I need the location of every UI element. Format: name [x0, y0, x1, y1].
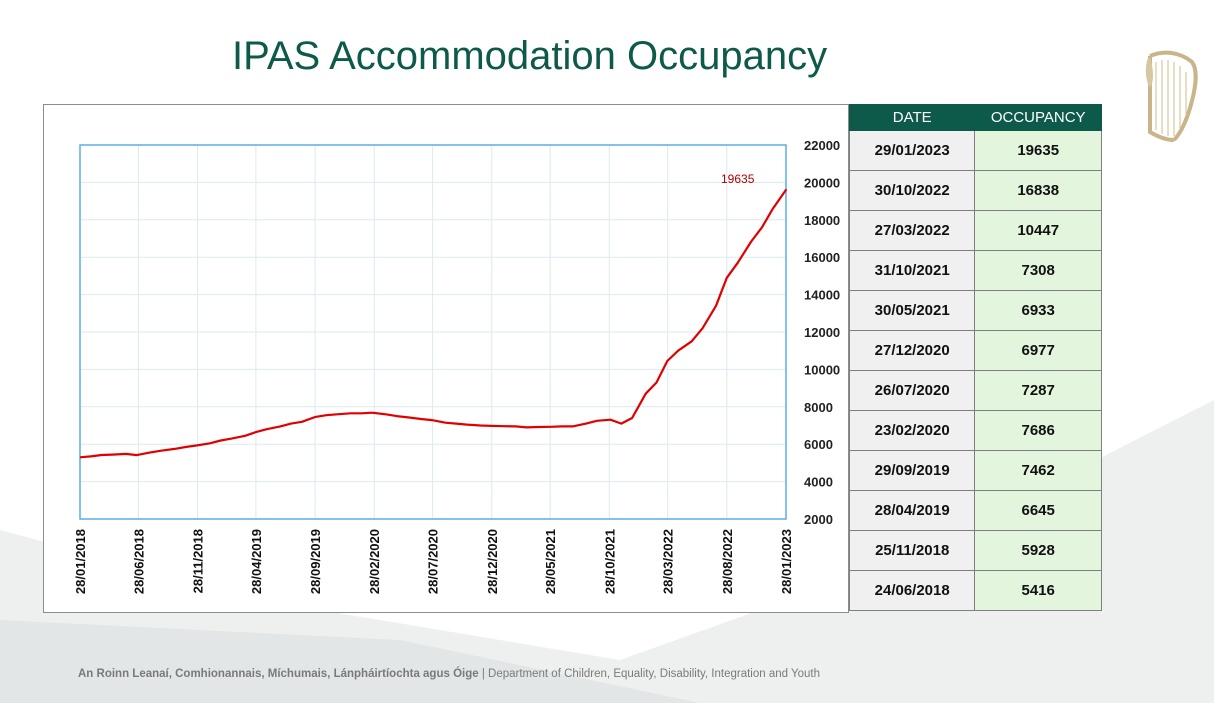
x-tick-label: 28/03/2022	[661, 529, 676, 594]
occupancy-cell: 7462	[974, 450, 1102, 491]
table-row: 26/07/2020 7287	[848, 370, 1102, 411]
date-column-header: DATE	[848, 104, 976, 131]
plot-area-border	[79, 144, 787, 520]
date-cell: 25/11/2018	[848, 530, 976, 571]
x-tick-label: 28/02/2020	[367, 529, 382, 594]
date-cell: 29/01/2023	[848, 130, 976, 171]
date-cell: 28/04/2019	[848, 490, 976, 531]
table-header-row: DATE OCCUPANCY	[848, 104, 1102, 131]
y-tick-label: 2000	[804, 512, 833, 527]
x-tick-label: 28/07/2020	[426, 529, 441, 594]
x-tick-label: 28/12/2020	[485, 529, 500, 594]
table-row: 30/05/2021 6933	[848, 290, 1102, 331]
table-row: 23/02/2020 7686	[848, 410, 1102, 451]
x-tick-label: 28/06/2018	[131, 529, 146, 594]
page-title: IPAS Accommodation Occupancy	[232, 34, 828, 78]
x-tick-label: 28/11/2018	[191, 529, 206, 593]
date-cell: 26/07/2020	[848, 370, 976, 411]
harp-emblem-icon	[1145, 50, 1198, 142]
occupancy-cell: 10447	[974, 210, 1102, 251]
occupancy-table: DATE OCCUPANCY 29/01/2023 19635 30/10/202…	[848, 104, 1102, 611]
y-tick-label: 4000	[804, 475, 833, 490]
table-row: 30/10/2022 16838	[848, 170, 1102, 211]
y-tick-label: 22000	[804, 138, 840, 153]
x-tick-label: 28/09/2019	[308, 529, 323, 594]
occupancy-cell: 7308	[974, 250, 1102, 291]
occupancy-cell: 6933	[974, 290, 1102, 331]
y-tick-label: 8000	[804, 400, 833, 415]
date-cell: 27/03/2022	[848, 210, 976, 251]
y-tick-label: 12000	[804, 325, 840, 340]
occupancy-cell: 16838	[974, 170, 1102, 211]
occupancy-cell: 19635	[974, 130, 1102, 171]
table-row: 31/10/2021 7308	[848, 250, 1102, 291]
date-cell: 30/05/2021	[848, 290, 976, 331]
x-tick-label: 28/01/2023	[779, 529, 794, 594]
x-tick-label: 28/10/2021	[602, 529, 617, 594]
y-tick-label: 20000	[804, 175, 840, 190]
x-tick-label: 28/05/2021	[543, 529, 558, 594]
occupancy-cell: 7686	[974, 410, 1102, 451]
date-cell: 23/02/2020	[848, 410, 976, 451]
table-row: 24/06/2018 5416	[848, 570, 1102, 611]
x-tick-label: 28/01/2018	[73, 529, 88, 594]
occupancy-column-header: OCCUPANCY	[974, 104, 1102, 131]
occupancy-series-line	[79, 188, 788, 459]
y-tick-label: 18000	[804, 213, 840, 228]
date-cell: 24/06/2018	[848, 570, 976, 611]
data-label: 19635	[721, 172, 755, 186]
y-tick-label: 16000	[804, 250, 840, 265]
date-cell: 27/12/2020	[848, 330, 976, 371]
date-cell: 29/09/2019	[848, 450, 976, 491]
occupancy-cell: 6645	[974, 490, 1102, 531]
footer-irish-name: An Roinn Leanaí, Comhionannais, Míchumai…	[78, 668, 479, 680]
x-tick-label: 28/04/2019	[249, 529, 264, 594]
occupancy-cell: 5416	[974, 570, 1102, 611]
table-row: 27/03/2022 10447	[848, 210, 1102, 251]
occupancy-line-chart: 2000 4000 6000 8000 10000 12000 14000 16000 1800…	[73, 138, 840, 594]
y-tick-label: 6000	[804, 437, 833, 452]
occupancy-cell: 5928	[974, 530, 1102, 571]
occupancy-cell: 6977	[974, 330, 1102, 371]
chart-frame: 2000 4000 6000 8000 10000 12000 14000 16000 1800…	[43, 104, 849, 613]
y-tick-label: 10000	[804, 362, 840, 377]
y-tick-label: 14000	[804, 288, 840, 303]
table-row: 27/12/2020 6977	[848, 330, 1102, 371]
table-row: 25/11/2018 5928	[848, 530, 1102, 571]
date-cell: 31/10/2021	[848, 250, 976, 291]
footer-english-name: Department of Children, Equality, Disabi…	[488, 668, 821, 680]
date-cell: 30/10/2022	[848, 170, 976, 211]
table-row: 28/04/2019 6645	[848, 490, 1102, 531]
x-tick-label: 28/08/2022	[720, 529, 735, 594]
table-row: 29/09/2019 7462	[848, 450, 1102, 491]
footer-separator: |	[478, 668, 489, 680]
table-row: 29/01/2023 19635	[848, 130, 1102, 171]
footer: An Roinn Leanaí, Comhionannais, Míchumai…	[78, 668, 820, 680]
occupancy-cell: 7287	[974, 370, 1102, 411]
